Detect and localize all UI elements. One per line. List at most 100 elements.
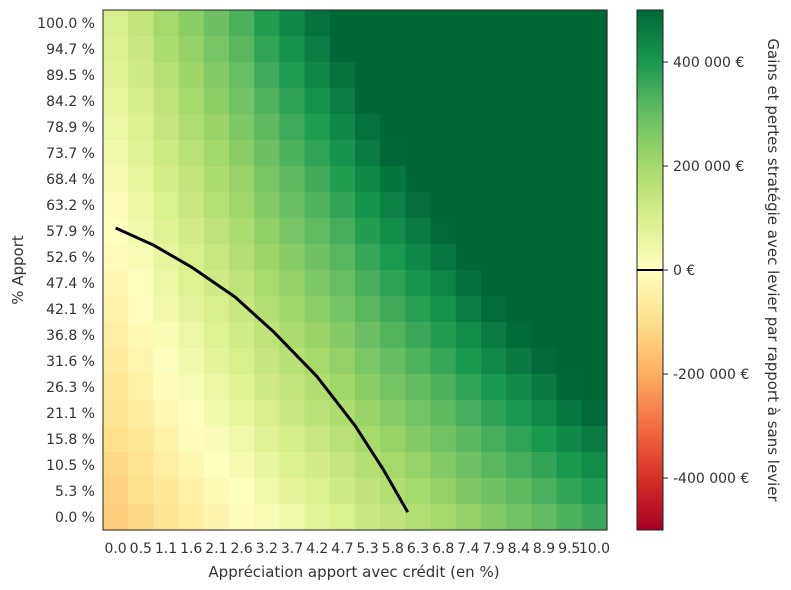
heatmap-cell [203, 166, 230, 193]
heatmap-cell [304, 426, 331, 453]
y-tick-label: 47.4 % [46, 276, 95, 292]
heatmap-cell [430, 192, 457, 219]
heatmap-cell [355, 114, 381, 141]
heatmap-cell [153, 36, 180, 63]
heatmap-cell [103, 36, 129, 63]
heatmap-cell [355, 10, 381, 37]
heatmap-cell [329, 270, 356, 297]
heatmap-cell [506, 322, 532, 349]
heatmap-cell [556, 270, 583, 297]
heatmap-cell [405, 374, 432, 401]
heatmap-cell [405, 426, 432, 453]
y-tick-label: 68.4 % [46, 172, 95, 188]
heatmap-cell [203, 114, 230, 141]
heatmap-cell [506, 270, 532, 297]
x-tick-label: 5.3 [356, 541, 378, 557]
x-tick-label: 7.9 [482, 541, 504, 557]
heatmap-cell [531, 348, 558, 375]
heatmap-cell [455, 140, 482, 167]
heatmap-cell [481, 88, 507, 115]
heatmap-cell [380, 244, 406, 271]
heatmap-cell [128, 270, 154, 297]
y-tick-label: 21.1 % [46, 406, 95, 422]
heatmap-cell [229, 400, 255, 427]
heatmap-cell [304, 114, 331, 141]
heatmap-cell [556, 114, 583, 141]
heatmap-cell [329, 322, 356, 349]
heatmap-cell [178, 296, 205, 323]
heatmap-cell [128, 348, 154, 375]
heatmap-cell [203, 62, 230, 89]
heatmap-cell [405, 36, 432, 63]
heatmap-cell [329, 244, 356, 271]
heatmap-cell [229, 270, 255, 297]
heatmap-cell [531, 218, 558, 245]
heatmap-cell [405, 504, 432, 531]
heatmap-cell [329, 504, 356, 531]
heatmap-cell [380, 192, 406, 219]
heatmap-cell [254, 88, 280, 115]
heatmap-cell [380, 62, 406, 89]
heatmap-cell [355, 270, 381, 297]
heatmap-cell [506, 374, 532, 401]
heatmap-cell [329, 62, 356, 89]
heatmap-cell [329, 36, 356, 63]
heatmap-cell [405, 140, 432, 167]
heatmap-cell [531, 296, 558, 323]
heatmap-cell [203, 452, 230, 479]
heatmap-cell [103, 504, 129, 531]
heatmap-cell [581, 218, 608, 245]
heatmap-cell [380, 322, 406, 349]
heatmap-cell [531, 244, 558, 271]
heatmap-cell [304, 218, 331, 245]
heatmap-cell [279, 114, 306, 141]
heatmap-cell [103, 348, 129, 375]
heatmap-cell [153, 452, 180, 479]
y-tick-label: 31.6 % [46, 354, 95, 370]
colorbar-tick-label: 400 000 € [673, 55, 744, 71]
heatmap-cell [481, 400, 507, 427]
heatmap-cell [430, 244, 457, 271]
heatmap-cell [103, 270, 129, 297]
heatmap-cell [455, 348, 482, 375]
heatmap-cell [581, 192, 608, 219]
heatmap-cell [178, 348, 205, 375]
heatmap-cell [506, 400, 532, 427]
heatmap-cell [506, 10, 532, 37]
heatmap-cell [455, 452, 482, 479]
heatmap-cell [380, 452, 406, 479]
heatmap-cell [380, 166, 406, 193]
heatmap-cell [103, 374, 129, 401]
heatmap-cell [103, 166, 129, 193]
x-tick-label: 6.8 [432, 541, 454, 557]
zero-contour-line [114, 226, 410, 513]
colorbar-tick-label: 0 € [673, 263, 695, 279]
heatmap-cell [304, 452, 331, 479]
heatmap-cell [481, 244, 507, 271]
heatmap-cell [128, 452, 154, 479]
heatmap-cell [279, 452, 306, 479]
heatmap-cell [178, 504, 205, 531]
heatmap-cell [581, 400, 608, 427]
heatmap-cell [178, 192, 205, 219]
heatmap-cell [506, 88, 532, 115]
heatmap-cell [481, 452, 507, 479]
heatmap-cell [430, 88, 457, 115]
heatmap-cell [203, 244, 230, 271]
x-tick-label: 3.2 [256, 541, 278, 557]
heatmap-cell [506, 478, 532, 505]
heatmap-cell [279, 426, 306, 453]
heatmap-cell [279, 36, 306, 63]
heatmap-cell [128, 36, 154, 63]
heatmap-cell [203, 192, 230, 219]
x-tick-label: 1.6 [180, 541, 202, 557]
heatmap-cell [329, 348, 356, 375]
heatmap-cell [531, 62, 558, 89]
heatmap-cell [229, 374, 255, 401]
heatmap-cell [405, 192, 432, 219]
heatmap-cell [455, 244, 482, 271]
heatmap-cell [481, 270, 507, 297]
heatmap-cell [153, 88, 180, 115]
heatmap-cell [380, 296, 406, 323]
x-tick-label: 8.4 [508, 541, 530, 557]
